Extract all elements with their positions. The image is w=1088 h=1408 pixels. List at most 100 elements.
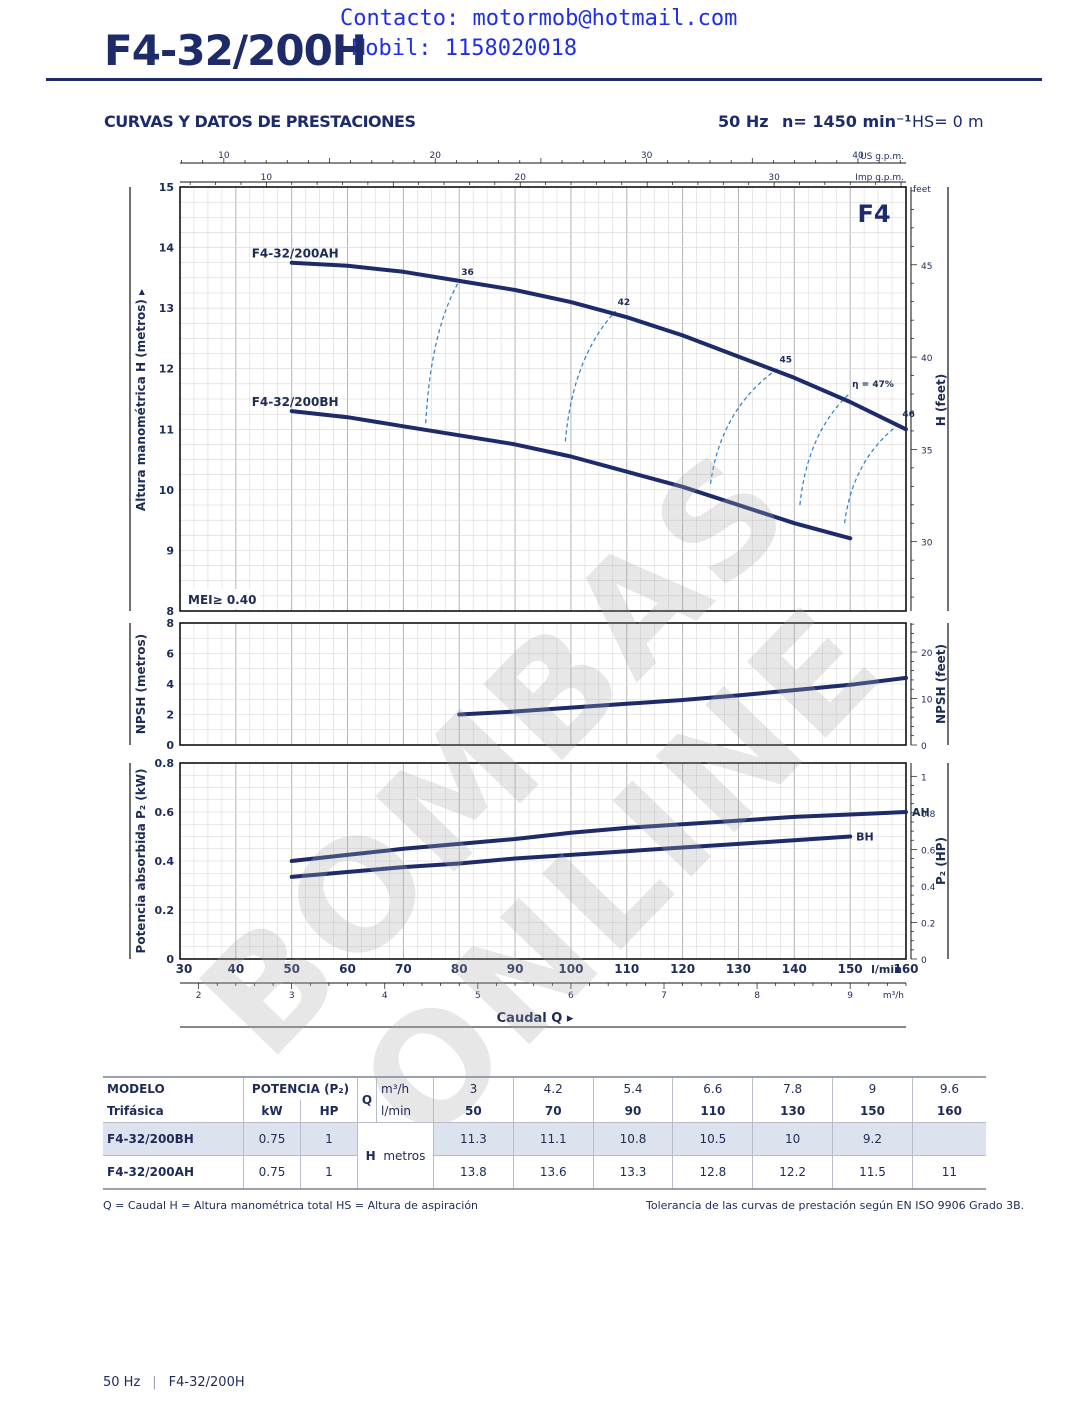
table-q-m3h: 9	[832, 1076, 913, 1100]
head-series-label: F4-32/200AH	[252, 247, 339, 261]
table-row: F4-32/200AH 0.75 1 13.8 13.6 13.3 12.8 1…	[103, 1155, 986, 1190]
efficiency-curve	[564, 310, 617, 442]
head-ytick-label: 8	[166, 605, 174, 618]
efficiency-label: 42	[618, 298, 631, 308]
table-header-kw: kW	[243, 1100, 301, 1123]
npsh-ytick-label: 0	[166, 739, 174, 752]
m3h-tick-label: 9	[847, 991, 853, 1001]
power-ytick-label: 0.6	[155, 806, 175, 819]
npsh-feet-tick-label: 0	[921, 742, 927, 752]
usgpm-tick-label: 20	[429, 151, 441, 161]
m3h-tick-label: 8	[754, 991, 760, 1001]
power-ytick-label: 0	[166, 953, 174, 966]
power-ytick-label: 0.8	[155, 757, 175, 770]
npsh-feet-tick-label: 10	[921, 696, 933, 706]
table-q-lmin: 130	[752, 1100, 833, 1123]
table-cell: 11	[911, 1155, 986, 1190]
table-unit-lmin: l/min	[376, 1100, 434, 1123]
table-cell: 13.3	[592, 1155, 673, 1190]
usgpm-tick-label: 40	[852, 151, 864, 161]
table-cell: 10.8	[592, 1122, 673, 1156]
table-h-label: H metros	[357, 1122, 434, 1190]
lmin-tick-label: 110	[614, 962, 639, 976]
hp-tick-label: 0.2	[921, 919, 935, 929]
table-cell: 12.2	[752, 1155, 833, 1190]
feet-unit-label: feet	[913, 185, 931, 195]
head-ytick-label: 11	[159, 423, 174, 436]
table-row-model: F4-32/200AH	[103, 1155, 244, 1190]
feet-tick-label: 30	[921, 539, 933, 549]
hp-tick-label: 0	[921, 956, 927, 966]
power-ylabel-right: P₂ (HP)	[934, 837, 948, 885]
lmin-tick-label: 30	[176, 962, 193, 976]
head-series-label: F4-32/200BH	[252, 395, 339, 409]
table-row-hp: 1	[300, 1155, 358, 1190]
usgpm-unit-label: US g.p.m.	[860, 152, 904, 162]
lmin-tick-label: 70	[395, 962, 412, 976]
table-header-model: MODELO	[103, 1076, 244, 1100]
head-ytick-label: 14	[159, 242, 175, 255]
hp-tick-label: 0.6	[921, 846, 936, 856]
lmin-tick-label: 80	[451, 962, 468, 976]
npsh-ytick-label: 8	[166, 617, 174, 630]
m3h-tick-label: 5	[475, 991, 481, 1001]
hp-tick-label: 1	[921, 773, 927, 783]
npsh-ytick-label: 4	[166, 678, 174, 691]
power-ytick-label: 0.4	[155, 855, 175, 868]
lmin-tick-label: 160	[893, 962, 918, 976]
lmin-tick-label: 40	[227, 962, 244, 976]
npsh-ytick-label: 6	[166, 648, 174, 661]
table-row-kw: 0.75	[243, 1155, 301, 1190]
efficiency-label: η = 47%	[852, 380, 894, 390]
performance-table: MODELO POTENCIA (P₂) Q m³/h 3 4.2 5.4 6.…	[103, 1076, 986, 1190]
page-title: F4-32/200H	[104, 26, 367, 75]
usgpm-tick-label: 10	[218, 151, 230, 161]
efficiency-curve	[843, 422, 901, 524]
head-ytick-label: 13	[159, 302, 174, 315]
lmin-tick-label: 120	[670, 962, 695, 976]
m3h-tick-label: 3	[289, 991, 295, 1001]
table-header-model-sub: Trifásica	[107, 1104, 164, 1118]
efficiency-curve	[799, 392, 851, 506]
efficiency-curve	[425, 280, 460, 424]
tolerance-note: Tolerancia de las curvas de prestación s…	[646, 1199, 1025, 1212]
power-series-label: BH	[856, 831, 874, 844]
table-q-lmin: 90	[592, 1100, 673, 1123]
lmin-tick-label: 130	[726, 962, 751, 976]
head-ytick-label: 10	[159, 484, 175, 497]
table-row: F4-32/200BH 0.75 1 H metros 11.3 11.1 10…	[103, 1122, 986, 1190]
lmin-tick-label: 150	[838, 962, 863, 976]
table-cell: 10	[752, 1122, 833, 1156]
table-cell: 11.1	[512, 1122, 594, 1156]
table-row-hp: 1	[300, 1122, 358, 1156]
contact-email: Contacto: motormob@hotmail.com	[340, 6, 738, 31]
m3h-tick-label: 7	[661, 991, 667, 1001]
table-header-power: POTENCIA (P₂)	[243, 1076, 358, 1100]
hp-tick-label: 0.4	[921, 883, 936, 893]
table-cell	[911, 1122, 986, 1156]
impgpm-tick-label: 10	[261, 173, 273, 183]
page-footer: 50 Hz | F4-32/200H	[103, 1375, 245, 1390]
xaxis-title: Caudal Q ▸	[497, 1011, 574, 1026]
feet-tick-label: 35	[921, 446, 932, 456]
impgpm-tick-label: 20	[514, 173, 526, 183]
head-ytick-label: 9	[166, 544, 174, 557]
efficiency-label: 45	[780, 356, 793, 366]
hp-tick-label: 0.8	[921, 810, 936, 820]
table-legend-note: Q = Caudal H = Altura manométrica total …	[103, 1199, 479, 1212]
speed-label: n= 1450 min⁻¹	[782, 112, 912, 131]
head-ytick-label: 15	[159, 181, 174, 194]
impgpm-tick-label: 30	[768, 173, 780, 183]
table-unit-m3h: m³/h	[376, 1076, 434, 1100]
m3h-tick-label: 6	[568, 991, 574, 1001]
power-frame	[179, 762, 907, 960]
lmin-unit-label: l/min	[871, 963, 902, 976]
npsh-ylabel: NPSH (metros)	[134, 634, 148, 734]
family-badge: F4	[857, 200, 890, 228]
lmin-tick-label: 90	[507, 962, 524, 976]
table-q-m3h: 5.4	[592, 1076, 673, 1100]
section-title: CURVAS Y DATOS DE PRESTACIONES	[104, 112, 416, 131]
efficiency-label: 36	[461, 268, 474, 278]
table-q-lmin: 110	[672, 1100, 753, 1123]
feet-tick-label: 45	[921, 262, 932, 272]
